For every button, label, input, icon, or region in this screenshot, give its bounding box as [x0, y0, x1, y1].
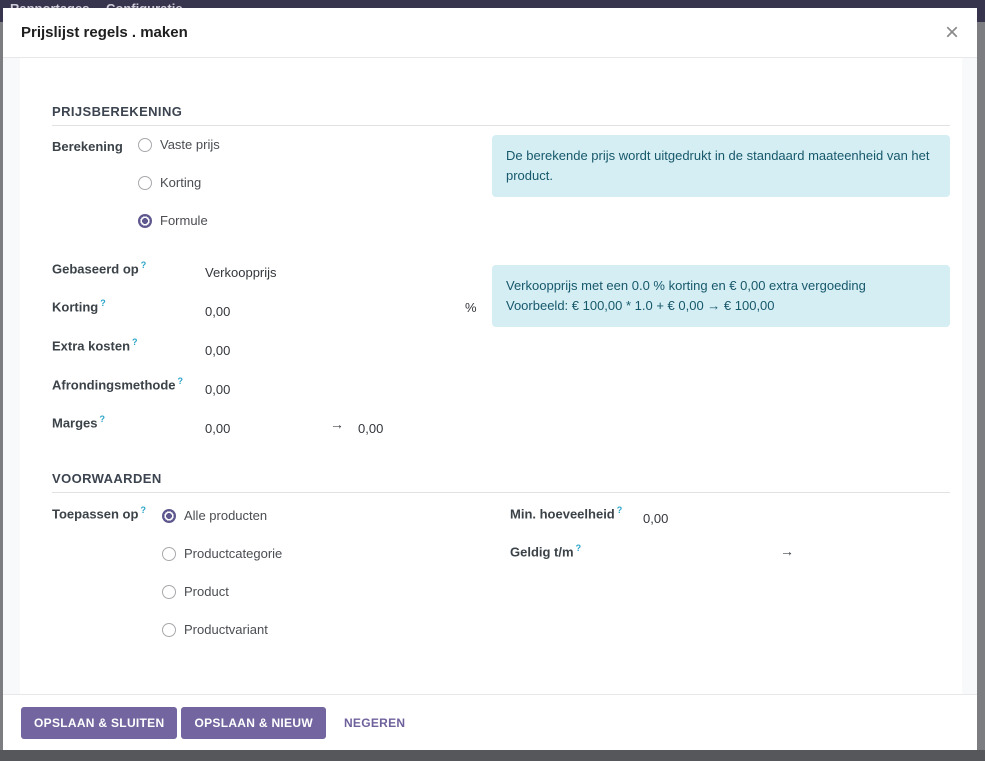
radio-product-label: Product: [184, 584, 229, 599]
radio-checked-icon: [162, 508, 176, 523]
section-divider: [52, 492, 950, 493]
formula-example-line1: Verkoopprijs met een 0.0 % korting en € …: [506, 278, 866, 293]
formula-example-line2: Voorbeeld: € 100,00 * 1.0 + € 0,00 → € 1…: [506, 298, 775, 314]
radio-icon: [162, 546, 176, 561]
radio-icon: [162, 622, 176, 637]
toepassen-op-label: Toepassen op?: [52, 505, 146, 522]
save-close-button[interactable]: OPSLAAN & SLUITEN: [21, 706, 178, 739]
korting-label: Korting?: [52, 298, 106, 315]
section-title-voorwaarden: VOORWAARDEN: [52, 471, 162, 486]
marges-max-input[interactable]: [358, 421, 468, 436]
uom-info-alert: De berekende prijs wordt uitgedrukt in d…: [492, 135, 950, 198]
geldig-tm-date-input[interactable]: [810, 547, 930, 562]
extra-kosten-input[interactable]: [205, 343, 315, 358]
radio-alle-producten[interactable]: Alle producten: [162, 508, 267, 523]
radio-icon: [138, 175, 152, 190]
radio-productcategorie[interactable]: Productcategorie: [162, 546, 282, 561]
radio-icon: [138, 137, 152, 152]
window-frame-bottom: [0, 750, 985, 761]
marges-min-input[interactable]: [205, 421, 315, 436]
gebaseerd-op-select[interactable]: Verkoopprijs: [205, 265, 277, 280]
radio-vaste-prijs[interactable]: Vaste prijs: [138, 137, 220, 152]
help-icon: ?: [99, 414, 106, 424]
radio-korting[interactable]: Korting: [138, 175, 201, 190]
radio-checked-icon: [138, 213, 152, 228]
help-icon: ?: [616, 505, 623, 515]
close-icon[interactable]: ×: [944, 18, 959, 46]
help-icon: ?: [177, 376, 184, 386]
save-new-button[interactable]: OPSLAAN & NIEUW: [181, 706, 326, 739]
extra-kosten-label: Extra kosten?: [52, 337, 138, 354]
radio-productvariant-label: Productvariant: [184, 622, 268, 637]
help-icon: ?: [100, 298, 106, 308]
geldig-van-date-input[interactable]: [643, 547, 763, 562]
korting-input[interactable]: [205, 304, 315, 319]
min-hoeveelheid-input[interactable]: [643, 511, 753, 526]
dialog-header: Prijslijst regels . maken ×: [3, 8, 977, 58]
min-hoeveelheid-label: Min. hoeveelheid?: [510, 505, 623, 522]
radio-alle-producten-label: Alle producten: [184, 508, 268, 523]
berekening-label: Berekening: [52, 139, 123, 154]
dialog-body: PRIJSBEREKENING Berekening Vaste prijs K…: [3, 58, 977, 694]
radio-icon: [162, 584, 176, 599]
radio-formule-label: Formule: [160, 213, 208, 228]
radio-korting-label: Korting: [160, 175, 202, 190]
gebaseerd-op-label: Gebaseerd op?: [52, 260, 147, 277]
radio-vaste-prijs-label: Vaste prijs: [160, 137, 220, 152]
afrondingsmethode-input[interactable]: [205, 382, 315, 397]
form-sheet: PRIJSBEREKENING Berekening Vaste prijs K…: [20, 58, 962, 694]
geldig-tm-label: Geldig t/m?: [510, 543, 582, 560]
help-icon: ?: [132, 337, 138, 347]
help-icon: ?: [575, 543, 582, 553]
radio-productcategorie-label: Productcategorie: [184, 546, 283, 561]
discard-button[interactable]: NEGEREN: [338, 707, 411, 739]
dialog-title: Prijslijst regels . maken: [21, 24, 188, 41]
radio-formule[interactable]: Formule: [138, 213, 208, 228]
arrow-right-icon: →: [330, 416, 344, 432]
afrondingsmethode-label: Afrondingsmethode?: [52, 376, 184, 393]
dialog-footer: OPSLAAN & SLUITEN OPSLAAN & NIEUW NEGERE…: [3, 694, 977, 750]
pricelist-rule-dialog: Prijslijst regels . maken × PRIJSBEREKEN…: [3, 8, 977, 750]
help-icon: ?: [140, 260, 147, 270]
formula-example-alert: Verkoopprijs met een 0.0 % korting en € …: [492, 265, 950, 328]
help-icon: ?: [140, 505, 146, 515]
radio-productvariant[interactable]: Productvariant: [162, 622, 268, 637]
radio-product[interactable]: Product: [162, 584, 229, 599]
arrow-right-icon: →: [780, 543, 794, 559]
marges-label: Marges?: [52, 414, 106, 431]
percent-suffix: %: [465, 300, 477, 315]
section-title-prijsberekening: PRIJSBEREKENING: [52, 104, 183, 119]
section-divider: [52, 125, 950, 126]
